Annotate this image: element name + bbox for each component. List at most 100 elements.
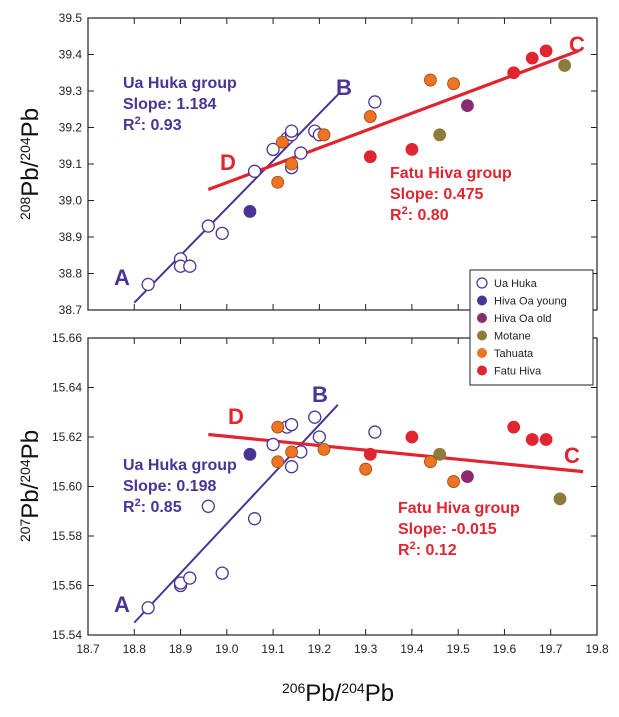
x-tick-label: 19.0 xyxy=(215,642,239,656)
lower-scatter-panel: 15.54 15.56 15.58 15.60 15.62 15.64 15.66 18.7 1… xyxy=(17,331,609,656)
data-point-tahuata xyxy=(447,475,460,488)
data-point-ua-huka xyxy=(266,142,280,157)
data-point-fatu-hiva xyxy=(405,142,419,156)
legend: Ua Huka Hiva Oa young Hiva Oa old Motane Tah… xyxy=(469,269,594,386)
y-tick-label: 39.2 xyxy=(59,121,83,135)
data-point-tahuata xyxy=(285,157,299,171)
x-tick-label: 18.9 xyxy=(169,642,193,656)
y-tick-label: 15.66 xyxy=(52,331,82,345)
legend-marker xyxy=(476,277,488,289)
legend-entry-label: Hiva Oa young xyxy=(494,296,567,308)
data-point-fatu-hiva xyxy=(539,44,553,58)
y-tick-label: 39.5 xyxy=(59,11,83,25)
data-point-fatu-hiva xyxy=(507,66,521,80)
x-tick-label: 19.8 xyxy=(585,642,609,656)
x-tick-label: 19.3 xyxy=(354,642,378,656)
data-point-ua-huka xyxy=(368,95,382,109)
data-point-ua-huka xyxy=(247,512,262,526)
data-point-fatu-hiva xyxy=(525,51,539,65)
line-endpoint-label: A xyxy=(114,592,130,617)
ua-huka-regression-line xyxy=(133,404,339,624)
y-tick-label: 39.0 xyxy=(59,194,83,208)
data-point-ua-huka xyxy=(266,437,280,452)
data-point-hiva-oa-old xyxy=(461,470,474,484)
upper-scatter-panel: 38.7 38.8 38.9 39.0 39.1 39.2 39.3 39.4 39.5 208P… xyxy=(17,11,598,317)
line-endpoint-label: A xyxy=(114,265,130,290)
line-endpoint-label: D xyxy=(228,404,244,429)
legend-marker xyxy=(477,365,487,376)
data-point-motane xyxy=(558,59,572,72)
x-tick-label: 19.7 xyxy=(539,642,563,656)
data-point-hiva-oa-young xyxy=(243,447,257,461)
y-tick-label: 15.54 xyxy=(52,628,82,642)
x-tick-label: 19.1 xyxy=(261,642,285,656)
data-point-fatu-hiva xyxy=(539,433,553,446)
line-endpoint-label: D xyxy=(220,150,236,175)
x-tick-label: 19.2 xyxy=(308,642,332,656)
data-point-ua-huka xyxy=(284,460,299,474)
data-point-motane xyxy=(433,128,447,142)
legend-entry-label: Fatu Hiva xyxy=(494,366,542,378)
y-tick-label: 39.4 xyxy=(59,48,83,62)
group-annotation: Ua Huka group Slope: 0.198 R2: 0.85 xyxy=(123,457,237,516)
legend-box xyxy=(469,269,594,386)
data-point-fatu-hiva xyxy=(405,430,419,444)
legend-marker xyxy=(477,295,487,306)
x-tick-label: 19.6 xyxy=(493,642,517,656)
group-annotation: Fatu Hiva group Slope: 0.475 R2: 0.80 xyxy=(390,165,512,224)
data-point-ua-huka xyxy=(247,164,262,178)
legend-marker xyxy=(477,348,487,358)
data-point-tahuata xyxy=(424,73,437,87)
group-annotation: Fatu Hiva group Slope: -0.015 R2: 0.12 xyxy=(398,500,520,559)
data-point-ua-huka xyxy=(308,410,322,424)
data-point-ua-huka xyxy=(368,425,382,439)
y-axis-title: 207Pb/204Pb xyxy=(17,430,44,542)
x-tick-label: 19.5 xyxy=(447,642,471,656)
data-point-tahuata xyxy=(285,445,299,459)
ua-huka-regression-line xyxy=(133,93,339,304)
data-point-ua-huka xyxy=(201,219,215,233)
data-point-ua-huka xyxy=(294,146,308,160)
y-axis-title: 208Pb/204Pb xyxy=(17,108,44,220)
x-tick-label: 19.4 xyxy=(400,642,424,656)
data-point-motane xyxy=(433,447,447,461)
legend-entry-label: Tahuata xyxy=(494,348,534,360)
data-point-tahuata xyxy=(359,462,373,476)
data-point-fatu-hiva xyxy=(363,447,377,461)
group-annotation: Ua Huka group Slope: 1.184 R2: 0.93 xyxy=(123,75,237,134)
data-point-ua-huka xyxy=(201,499,215,513)
y-tick-label: 38.7 xyxy=(59,303,83,317)
data-point-tahuata xyxy=(317,442,331,456)
data-point-fatu-hiva xyxy=(525,433,539,446)
y-tick-label: 15.60 xyxy=(52,480,82,494)
line-endpoint-label: B xyxy=(336,75,352,100)
line-endpoint-label: C xyxy=(564,443,580,468)
data-point-motane xyxy=(553,492,567,506)
y-tick-label: 15.58 xyxy=(52,529,82,543)
data-point-ua-huka xyxy=(215,566,229,580)
y-tick-label: 38.8 xyxy=(59,267,83,281)
data-point-tahuata xyxy=(424,455,437,469)
y-tick-label: 38.9 xyxy=(59,230,83,244)
data-point-ua-huka xyxy=(183,259,197,273)
data-point-ua-huka xyxy=(284,417,299,432)
x-tick-label: 18.8 xyxy=(123,642,147,656)
x-axis-title: 206Pb/204Pb xyxy=(282,680,394,707)
data-point-tahuata xyxy=(271,420,285,434)
y-tick-label: 15.62 xyxy=(52,430,82,444)
data-point-tahuata xyxy=(271,175,285,189)
line-endpoint-label: C xyxy=(569,32,585,57)
data-point-ua-huka xyxy=(141,277,155,292)
data-point-tahuata xyxy=(363,110,377,123)
y-tick-label: 39.1 xyxy=(59,157,83,171)
y-tick-label: 15.56 xyxy=(52,579,82,593)
data-point-ua-huka xyxy=(215,226,229,241)
y-tick-label: 15.64 xyxy=(52,381,82,395)
data-point-fatu-hiva xyxy=(507,420,521,434)
data-point-tahuata xyxy=(271,455,285,469)
data-point-ua-huka xyxy=(312,430,327,444)
plot-frame xyxy=(87,17,598,311)
data-point-ua-huka xyxy=(284,124,299,138)
legend-entry-label: Hiva Oa old xyxy=(494,313,551,325)
